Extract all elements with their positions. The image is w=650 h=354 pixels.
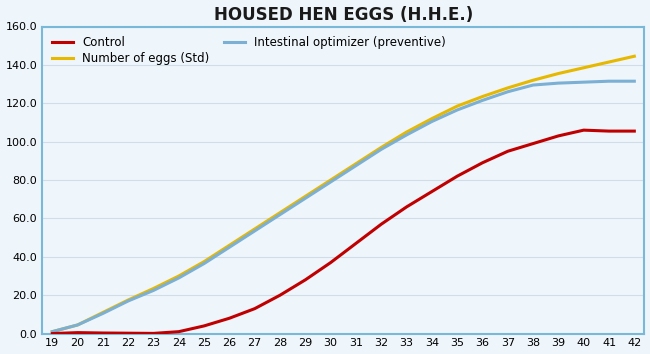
- Legend: Control, Number of eggs (Std), Intestinal optimizer (preventive): Control, Number of eggs (Std), Intestina…: [48, 33, 450, 68]
- Title: HOUSED HEN EGGS (H.H.E.): HOUSED HEN EGGS (H.H.E.): [214, 6, 473, 24]
